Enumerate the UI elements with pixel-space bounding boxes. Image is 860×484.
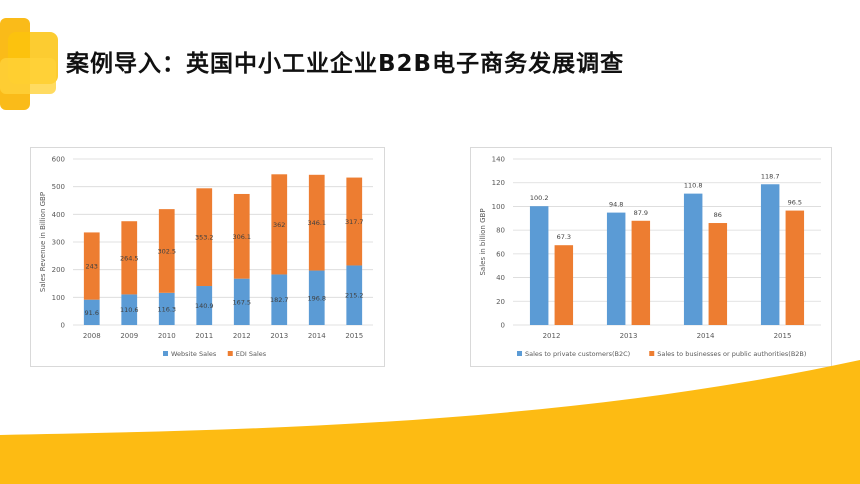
- y-tick-label: 0: [501, 322, 505, 330]
- x-tick-label: 2009: [120, 332, 138, 340]
- bar-edi-sales: [158, 209, 175, 293]
- y-tick-label: 300: [52, 239, 65, 247]
- y-axis-label: Sales Revenue in Billion GBP: [39, 192, 47, 292]
- legend-entry: Website Sales: [171, 350, 217, 358]
- legend-entry: Sales to private customers(B2C): [525, 350, 630, 358]
- y-axis-label: Sales in billion GBP: [479, 208, 487, 275]
- data-label: 91.6: [85, 309, 99, 317]
- data-label: 100.2: [530, 194, 549, 202]
- bar-edi-sales: [233, 193, 250, 279]
- x-tick-label: 2015: [774, 332, 792, 340]
- legend-swatch: [649, 351, 655, 356]
- y-tick-label: 60: [496, 250, 505, 258]
- bar-b2b: [785, 210, 805, 325]
- x-tick-label: 2013: [270, 332, 288, 340]
- bar-website-sales: [271, 274, 288, 325]
- y-tick-label: 400: [52, 211, 65, 219]
- data-label: 215.2: [345, 292, 364, 300]
- grouped-bar-chart: 0 20 40 60 80 100 120 140 Sales in billion GBP 20…: [479, 156, 821, 358]
- bar-b2c: [683, 193, 703, 325]
- bar-b2c: [760, 184, 780, 325]
- data-label: 302.5: [157, 247, 176, 255]
- y-tick-label: 500: [52, 183, 65, 191]
- y-tick-label: 80: [496, 227, 505, 235]
- data-label: 118.7: [761, 172, 780, 180]
- bar-edi-sales: [196, 188, 213, 287]
- grouped-bar-chart-panel: 0 20 40 60 80 100 120 140 Sales in billion GBP 20…: [470, 147, 832, 367]
- bar-website-sales: [121, 294, 138, 325]
- data-label: 86: [714, 211, 722, 219]
- bar-edi-sales: [346, 177, 363, 266]
- data-label: 110.6: [120, 306, 139, 314]
- x-tick-label: 2014: [308, 332, 326, 340]
- data-label: 96.5: [788, 199, 802, 207]
- y-tick-label: 20: [496, 298, 505, 306]
- data-label: 362: [273, 221, 285, 229]
- data-label: 264.5: [120, 254, 139, 262]
- x-tick-label: 2012: [543, 332, 561, 340]
- data-label: 306.1: [232, 233, 251, 241]
- data-label: 317.7: [345, 218, 364, 226]
- x-tick-label: 2008: [83, 332, 101, 340]
- data-label: 167.5: [232, 298, 251, 306]
- legend-entry: Sales to businesses or public authoritie…: [657, 350, 806, 358]
- bar-website-sales: [308, 270, 325, 325]
- bar-b2c: [529, 206, 549, 325]
- bar-b2b: [631, 220, 651, 325]
- bottom-wave-decoration: [0, 360, 860, 484]
- data-label: 182.7: [270, 296, 289, 304]
- data-label: 110.8: [684, 182, 703, 190]
- decor-block-bar: [0, 58, 56, 94]
- data-label: 346.1: [307, 219, 326, 227]
- bar-edi-sales: [271, 174, 288, 275]
- bar-edi-sales: [121, 221, 138, 295]
- x-tick-label: 2014: [697, 332, 715, 340]
- y-tick-label: 600: [52, 156, 65, 164]
- bar-b2b: [708, 223, 728, 325]
- data-label: 140.9: [195, 302, 214, 310]
- bar-website-sales: [158, 292, 175, 325]
- legend-swatch: [163, 351, 168, 356]
- y-tick-label: 140: [492, 156, 505, 164]
- page-title: 案例导入：英国中小工业企业B2B电子商务发展调查: [66, 51, 625, 77]
- x-tick-label: 2015: [345, 332, 363, 340]
- data-label: 196.8: [307, 294, 326, 302]
- bar-website-sales: [83, 299, 100, 325]
- bar-b2c: [606, 212, 626, 325]
- data-label: 67.3: [557, 233, 571, 241]
- bar-website-sales: [346, 265, 363, 325]
- data-label: 243: [86, 263, 98, 271]
- x-tick-label: 2012: [233, 332, 251, 340]
- y-tick-label: 40: [496, 274, 505, 282]
- legend-swatch: [517, 351, 522, 356]
- x-tick-label: 2010: [158, 332, 176, 340]
- stacked-bar-chart-panel: 0 100 200 300 400 500 600 Sales Revenue in Bill…: [30, 147, 385, 367]
- data-label: 94.8: [609, 201, 623, 209]
- y-tick-label: 200: [52, 266, 65, 274]
- x-tick-label: 2011: [195, 332, 213, 340]
- data-label: 353.2: [195, 234, 214, 242]
- legend-entry: EDI Sales: [236, 350, 267, 358]
- legend-swatch: [227, 351, 233, 356]
- bar-website-sales: [233, 278, 250, 325]
- y-tick-label: 100: [492, 203, 505, 211]
- bar-edi-sales: [308, 174, 325, 271]
- data-label: 116.3: [157, 305, 176, 313]
- bar-edi-sales: [83, 232, 100, 300]
- y-tick-label: 100: [52, 294, 65, 302]
- stacked-bar-chart: 0 100 200 300 400 500 600 Sales Revenue in Bill…: [39, 156, 373, 358]
- y-tick-label: 0: [61, 322, 65, 330]
- y-tick-label: 120: [492, 179, 505, 187]
- x-tick-label: 2013: [620, 332, 638, 340]
- bar-b2b: [554, 245, 574, 325]
- bar-website-sales: [196, 286, 213, 325]
- data-label: 87.9: [634, 209, 648, 217]
